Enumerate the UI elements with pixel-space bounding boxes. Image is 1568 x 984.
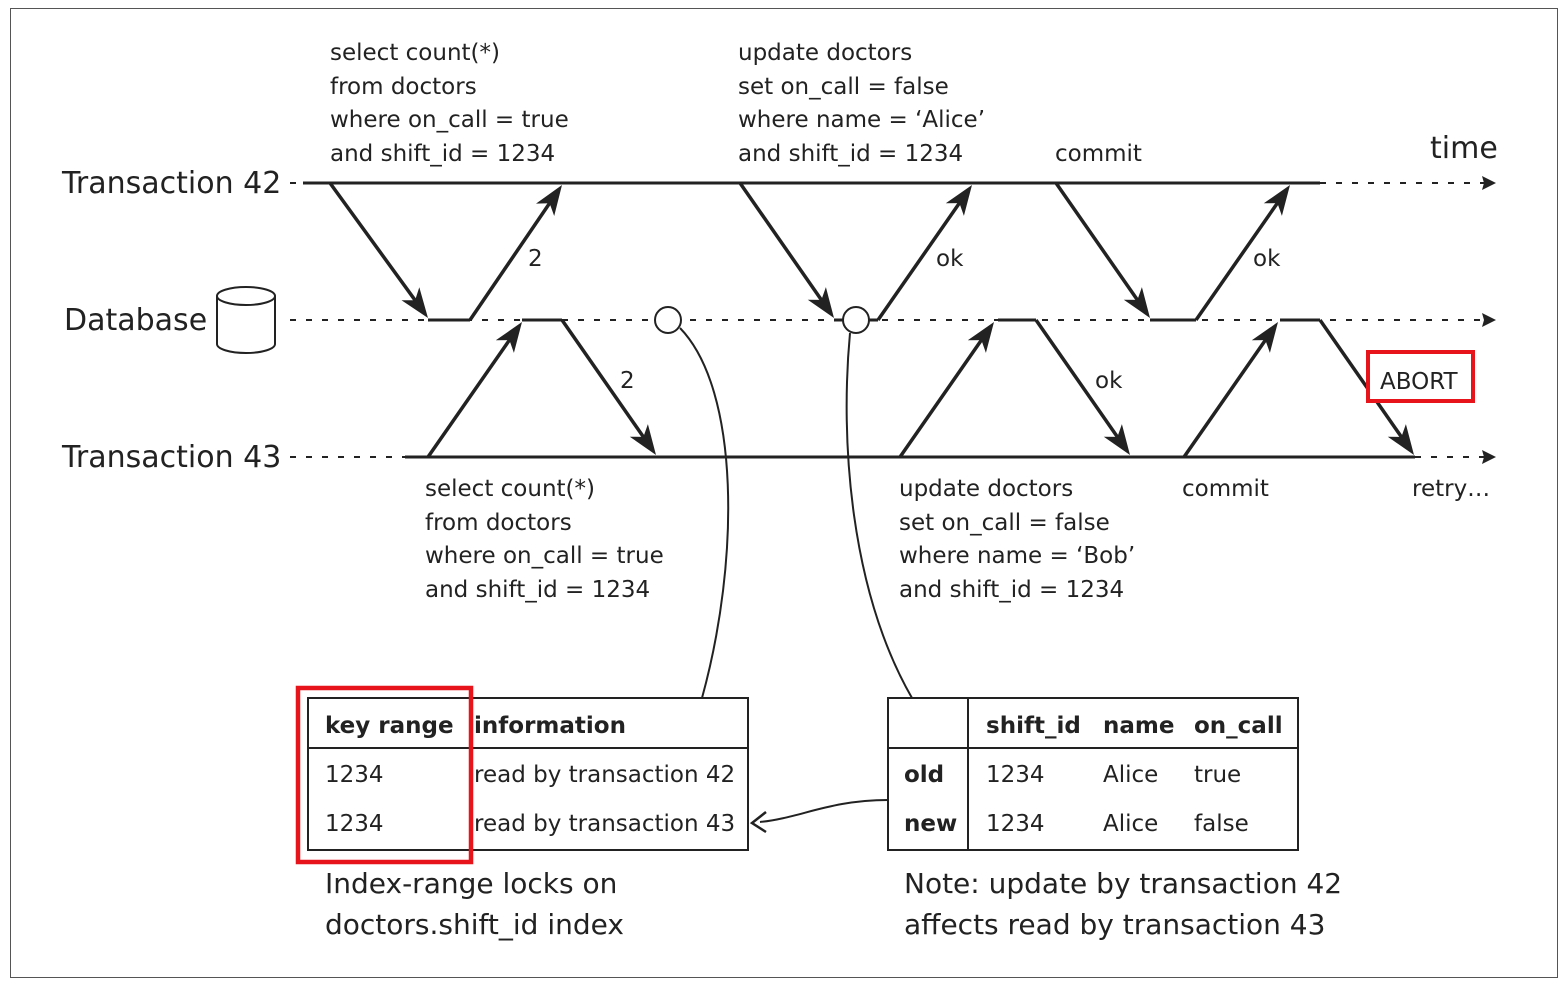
tx43-select-line: select count(*)	[425, 476, 595, 502]
tx42-update-line: update doctors	[738, 40, 912, 66]
tx43-update-request-arrow	[898, 335, 986, 458]
tx43-select-request-arrowhead	[495, 322, 522, 353]
update-table-header: name	[1103, 713, 1174, 739]
tx43-select-query: select count(*) from doctors where on_ca…	[425, 476, 664, 603]
tx43-update-line: update doctors	[899, 476, 1073, 502]
lock-table-connector	[679, 327, 730, 699]
update-table-header: on_call	[1194, 713, 1283, 739]
tx42-select-line: select count(*)	[330, 40, 500, 66]
update-table-cell: true	[1194, 762, 1241, 788]
tx43-update-line: where name = ‘Bob’	[899, 543, 1135, 569]
tx42-select-line: from doctors	[330, 74, 477, 100]
key-range-highlight-box	[295, 685, 474, 865]
lock-table-cell: read by transaction 43	[474, 811, 735, 837]
update-table-caption-line: Note: update by transaction 42	[904, 867, 1342, 900]
tx42-update-request-arrow	[738, 182, 826, 305]
tx42-select-line: and shift_id = 1234	[330, 141, 555, 167]
tx43-select-line: where on_call = true	[425, 543, 664, 569]
lock-table-caption-line: doctors.shift_id index	[325, 908, 624, 941]
tx43-update-reply: ok	[1095, 368, 1123, 394]
tx43-commit-request-arrowhead	[1251, 322, 1278, 353]
tx43-select-line: and shift_id = 1234	[425, 577, 650, 603]
tx43-select-response-arrow	[560, 319, 648, 442]
tx42-select-reply: 2	[528, 246, 543, 272]
tx42-select-line: where on_call = true	[330, 107, 569, 133]
tx43-read-marker	[654, 306, 682, 334]
lock-table-cell: 1234	[325, 811, 384, 837]
tx42-write-marker	[842, 306, 870, 334]
tx43-select-response-arrowhead	[629, 424, 656, 455]
lock-table-cell: 1234	[325, 762, 384, 788]
tx43-update-response-arrowhead	[1103, 424, 1130, 455]
update-to-lock-arrow	[759, 799, 889, 823]
abort-highlight-box	[1366, 350, 1475, 403]
tx42-update-line: and shift_id = 1234	[738, 141, 963, 167]
tx42-select-request-arrow	[328, 181, 419, 305]
tx42-commit-reply: ok	[1253, 246, 1281, 272]
database-row-label: Database	[64, 303, 207, 338]
update-table-cell: 1234	[986, 811, 1045, 837]
tx42-commit-request-arrowhead	[1123, 287, 1150, 318]
lock-table: key range information 1234 read by trans…	[307, 697, 749, 851]
lock-table-header: key range	[325, 713, 454, 739]
lock-table-cell: read by transaction 42	[474, 762, 735, 788]
tx42-update-reply: ok	[936, 246, 964, 272]
tx43-retry-label: retry…	[1412, 476, 1490, 502]
tx43-commit-response-arrow	[1318, 319, 1406, 442]
update-table-cell: Alice	[1103, 762, 1158, 788]
tx42-select-response-arrow	[468, 198, 554, 321]
tx42-commit-response-arrow	[1194, 198, 1282, 321]
database-timeline-arrowhead	[1482, 313, 1496, 327]
abort-label: ABORT	[1380, 369, 1459, 395]
tx43-update-line: and shift_id = 1234	[899, 577, 1124, 603]
lock-table-caption-line: Index-range locks on	[325, 867, 617, 900]
tx42-select-request-arrowhead	[401, 287, 428, 318]
tx43-select-request-arrow	[426, 335, 514, 458]
tx43-timeline-arrowhead	[1482, 450, 1496, 464]
diagram-frame	[10, 8, 1558, 978]
tx42-commit-response-arrowhead	[1263, 185, 1290, 216]
tx42-update-line: where name = ‘Alice’	[738, 107, 985, 133]
tx42-update-response-arrowhead	[945, 185, 972, 216]
update-table-row-label: new	[904, 811, 957, 837]
update-table-cell: false	[1194, 811, 1249, 837]
tx43-select-reply: 2	[620, 368, 635, 394]
tx43-row-label: Transaction 43	[61, 440, 281, 475]
tx43-update-request-arrowhead	[967, 322, 994, 353]
update-table-cell: Alice	[1103, 811, 1158, 837]
tx42-select-query: select count(*) from doctors where on_ca…	[330, 40, 569, 167]
update-table-header: shift_id	[986, 713, 1081, 739]
update-table: shift_id name on_call old 1234 Alice tru…	[887, 697, 1299, 851]
tx42-update-query: update doctors set on_call = false where…	[738, 40, 985, 167]
update-to-lock-arrowhead	[749, 811, 767, 834]
update-table-caption-line: affects read by transaction 43	[904, 908, 1325, 941]
tx42-commit-request-arrow	[1054, 182, 1142, 305]
lock-table-header: information	[474, 713, 626, 739]
tx43-select-line: from doctors	[425, 510, 572, 536]
tx42-row-label: Transaction 42	[61, 166, 281, 201]
database-icon	[216, 286, 276, 354]
update-table-row-label: old	[904, 762, 944, 788]
tx43-commit-label: commit	[1182, 476, 1269, 502]
tx43-update-response-arrow	[1034, 319, 1122, 442]
tx43-update-line: set on_call = false	[899, 510, 1110, 536]
tx42-update-line: set on_call = false	[738, 74, 949, 100]
update-table-connector	[845, 332, 913, 699]
tx42-timeline-arrowhead	[1482, 176, 1496, 190]
tx42-update-request-arrowhead	[807, 287, 834, 318]
tx42-select-response-arrowhead	[536, 185, 562, 216]
tx43-update-query: update doctors set on_call = false where…	[899, 476, 1135, 603]
tx43-commit-response-arrowhead	[1387, 424, 1414, 455]
time-label: time	[1430, 131, 1498, 166]
tx42-update-response-arrow	[876, 198, 964, 321]
tx43-commit-request-arrow	[1182, 335, 1270, 458]
tx42-commit-label: commit	[1055, 141, 1142, 167]
update-table-cell: 1234	[986, 762, 1045, 788]
